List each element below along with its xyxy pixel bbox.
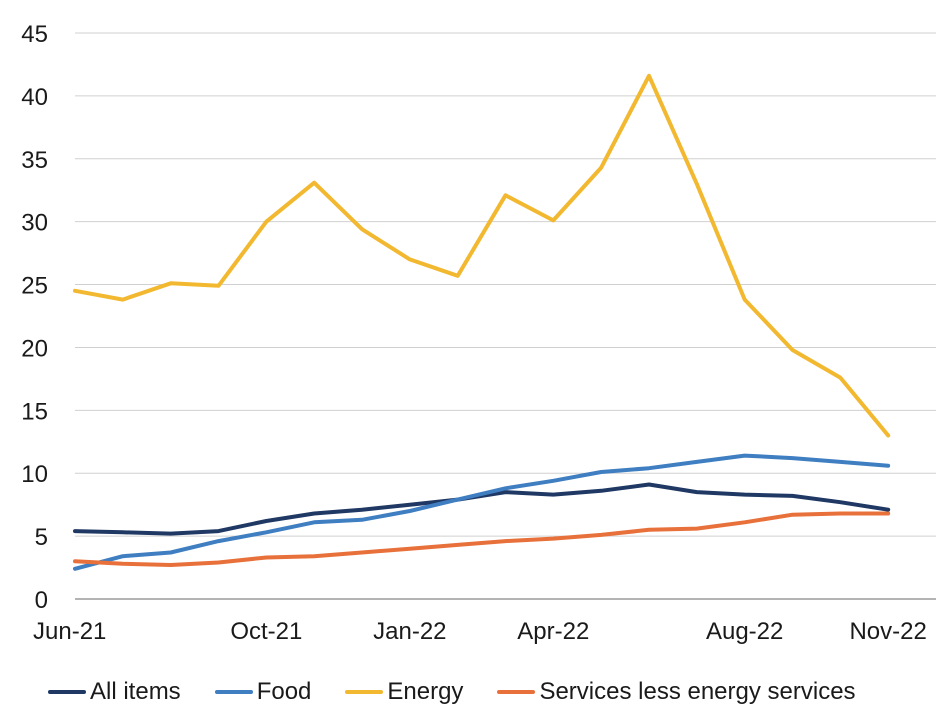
legend-label: Food bbox=[256, 678, 312, 705]
legend-item: All items bbox=[48, 678, 181, 706]
y-tick-label: 35 bbox=[21, 147, 48, 174]
legend-label: Services less energy services bbox=[539, 678, 856, 705]
series-line-services-less-energy-services bbox=[73, 511, 891, 567]
x-tick-label: Oct-21 bbox=[230, 618, 302, 645]
legend-item: Energy bbox=[345, 678, 463, 706]
x-tick-label: Apr-22 bbox=[517, 618, 589, 645]
legend-label: Energy bbox=[387, 678, 464, 705]
y-tick-label: 10 bbox=[21, 461, 48, 488]
y-axis-tick-labels: 0 5 10 15 20 25 30 35 40 45 bbox=[21, 21, 48, 614]
series-line-food bbox=[73, 453, 891, 571]
y-tick-label: 45 bbox=[21, 21, 48, 48]
series-line-all-items bbox=[73, 482, 891, 536]
y-tick-label: 30 bbox=[21, 210, 48, 237]
x-tick-label: Nov-22 bbox=[849, 618, 926, 645]
legend-swatch bbox=[214, 690, 253, 694]
legend-label: All items bbox=[90, 678, 181, 705]
legend-swatch bbox=[48, 690, 86, 694]
chart-legend: All items Food Energy Services less energy … bbox=[48, 676, 856, 708]
y-tick-label: 15 bbox=[21, 398, 48, 425]
legend-swatch bbox=[497, 690, 536, 694]
x-tick-label: Jan-22 bbox=[373, 618, 446, 645]
series-lines bbox=[73, 73, 891, 571]
x-axis-tick-labels: Jun-21 Oct-21 Jan-22 Apr-22 Aug-22 Nov-22 bbox=[33, 618, 927, 645]
legend-swatch bbox=[345, 690, 384, 694]
series-line-energy bbox=[73, 73, 891, 438]
y-tick-label: 20 bbox=[21, 335, 48, 362]
y-tick-label: 40 bbox=[21, 84, 48, 111]
y-tick-label: 0 bbox=[35, 587, 48, 614]
legend-item: Services less energy services bbox=[497, 678, 856, 706]
legend-item: Food bbox=[214, 678, 312, 706]
y-tick-label: 5 bbox=[35, 524, 48, 551]
y-tick-label: 25 bbox=[21, 273, 48, 300]
x-tick-label: Jun-21 bbox=[33, 618, 106, 645]
x-tick-label: Aug-22 bbox=[706, 618, 783, 645]
